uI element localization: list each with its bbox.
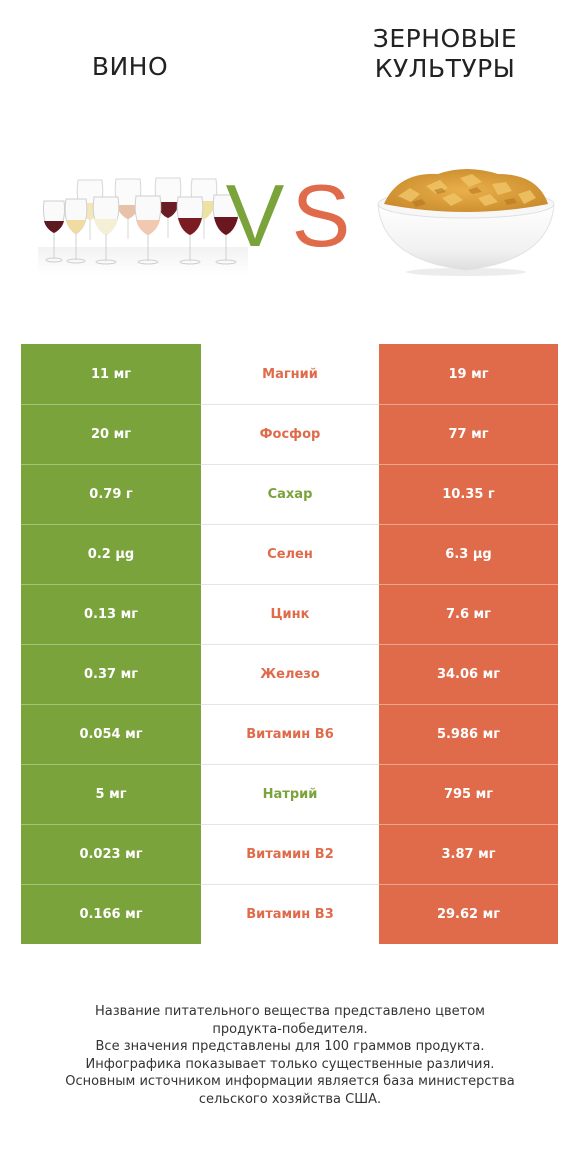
nutrient-label: Сахар <box>201 464 379 524</box>
vs-letter-v: V <box>226 166 285 258</box>
row-divider-segment <box>201 464 379 465</box>
wine-glasses-image <box>38 177 248 275</box>
row-divider <box>21 584 558 585</box>
row-divider-segment <box>21 884 201 885</box>
row-divider <box>21 524 558 525</box>
row-divider-segment <box>21 644 201 645</box>
footnote: Название питательного вещества представл… <box>20 1003 560 1108</box>
left-value: 5 мг <box>21 764 201 824</box>
row-divider <box>21 464 558 465</box>
right-value: 19 мг <box>379 344 558 404</box>
nutrient-label: Фосфор <box>201 404 379 464</box>
footnote-line: Инфографика показывает только существенн… <box>85 1056 495 1072</box>
table-row: 0.79 г Сахар 10.35 г <box>21 464 558 524</box>
nutrient-label: Витамин B3 <box>201 884 379 944</box>
row-divider-segment <box>379 464 558 465</box>
table-row: 0.37 мг Железо 34.06 мг <box>21 644 558 704</box>
row-divider-segment <box>201 584 379 585</box>
row-divider <box>21 644 558 645</box>
row-divider <box>21 764 558 765</box>
left-value: 0.054 мг <box>21 704 201 764</box>
left-value: 0.37 мг <box>21 644 201 704</box>
vs-label: V S <box>226 166 351 258</box>
row-divider-segment <box>201 644 379 645</box>
left-value: 0.166 мг <box>21 884 201 944</box>
table-row: 20 мг Фосфор 77 мг <box>21 404 558 464</box>
row-divider <box>21 704 558 705</box>
cereal-bowl-image <box>377 169 555 276</box>
right-value: 34.06 мг <box>379 644 558 704</box>
right-title-line-1: ЗЕРНОВЫЕ <box>372 24 518 53</box>
footnote-line: сельского хозяйства США. <box>198 1091 382 1107</box>
table-row: 0.13 мг Цинк 7.6 мг <box>21 584 558 644</box>
row-divider-segment <box>21 404 201 405</box>
footnote-line: Все значения представлены для 100 граммо… <box>95 1039 485 1054</box>
left-value: 0.79 г <box>21 464 201 524</box>
left-value: 0.2 µg <box>21 524 201 584</box>
row-divider-segment <box>201 884 379 885</box>
nutrient-label: Селен <box>201 524 379 584</box>
right-title-line-2: КУЛЬТУРЫ <box>374 54 516 83</box>
row-divider <box>21 824 558 825</box>
row-divider-segment <box>379 524 558 525</box>
footnote-line: продукта-победителя. <box>212 1021 368 1037</box>
row-divider <box>21 884 558 885</box>
row-divider-segment <box>21 824 201 825</box>
nutrient-label: Железо <box>201 644 379 704</box>
row-divider-segment <box>379 404 558 405</box>
left-value: 0.13 мг <box>21 584 201 644</box>
row-divider-segment <box>21 764 201 765</box>
row-divider-segment <box>379 884 558 885</box>
vs-letter-s: S <box>292 166 351 258</box>
row-divider-segment <box>21 524 201 525</box>
nutrient-label: Натрий <box>201 764 379 824</box>
left-product-title: ВИНО <box>91 52 169 81</box>
right-value: 10.35 г <box>379 464 558 524</box>
right-value: 3.87 мг <box>379 824 558 884</box>
row-divider-segment <box>379 584 558 585</box>
right-value: 5.986 мг <box>379 704 558 764</box>
row-divider-segment <box>379 824 558 825</box>
right-value: 6.3 µg <box>379 524 558 584</box>
table-row: 0.2 µg Селен 6.3 µg <box>21 524 558 584</box>
nutrient-label: Цинк <box>201 584 379 644</box>
row-divider-segment <box>379 764 558 765</box>
row-divider-segment <box>201 524 379 525</box>
table-row: 0.166 мг Витамин B3 29.62 мг <box>21 884 558 944</box>
right-value: 77 мг <box>379 404 558 464</box>
table-row: 5 мг Натрий 795 мг <box>21 764 558 824</box>
row-divider-segment <box>201 764 379 765</box>
row-divider-segment <box>21 464 201 465</box>
right-product-title: ЗЕРНОВЫЕ КУЛЬТУРЫ <box>330 24 560 84</box>
table-row: 11 мг Магний 19 мг <box>21 344 558 404</box>
nutrient-label: Магний <box>201 344 379 404</box>
table-row: 0.054 мг Витамин B6 5.986 мг <box>21 704 558 764</box>
nutrient-label: Витамин B2 <box>201 824 379 884</box>
row-divider-segment <box>21 704 201 705</box>
right-value: 795 мг <box>379 764 558 824</box>
footnote-line: Название питательного вещества представл… <box>95 1004 485 1019</box>
nutrient-label: Витамин B6 <box>201 704 379 764</box>
row-divider-segment <box>201 704 379 705</box>
right-value: 29.62 мг <box>379 884 558 944</box>
row-divider <box>21 404 558 405</box>
row-divider-segment <box>201 824 379 825</box>
row-divider-segment <box>21 584 201 585</box>
left-value: 0.023 мг <box>21 824 201 884</box>
row-divider-segment <box>379 704 558 705</box>
row-divider-segment <box>379 644 558 645</box>
row-divider-segment <box>201 404 379 405</box>
table-row: 0.023 мг Витамин B2 3.87 мг <box>21 824 558 884</box>
left-value: 11 мг <box>21 344 201 404</box>
right-value: 7.6 мг <box>379 584 558 644</box>
left-value: 20 мг <box>21 404 201 464</box>
footnote-line: Основным источником информации является … <box>65 1074 515 1089</box>
